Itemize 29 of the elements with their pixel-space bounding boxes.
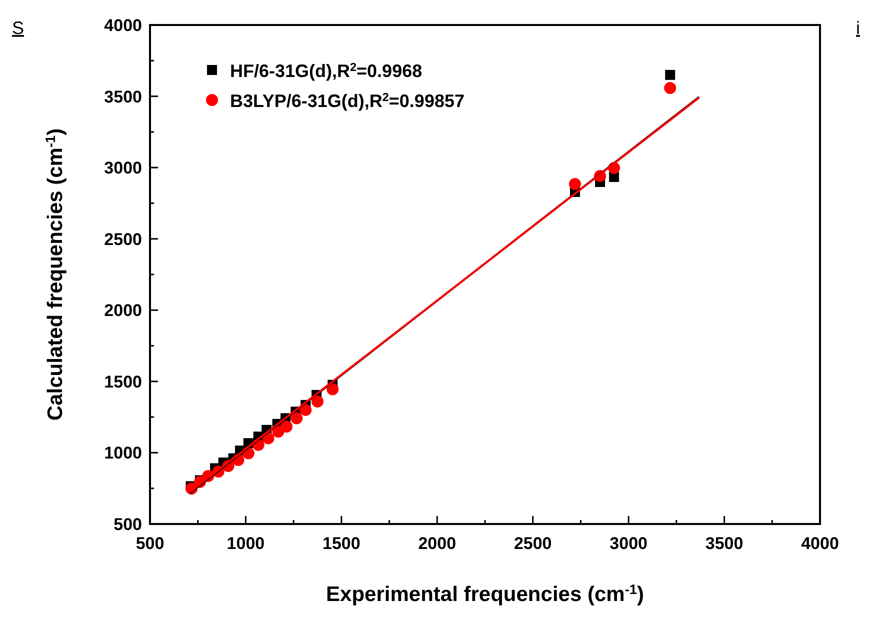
legend-label: HF/6-31G(d),R$^{2}$=0.9968 xyxy=(230,60,422,81)
x-tick-label: 500 xyxy=(136,534,164,553)
point xyxy=(312,396,324,408)
point xyxy=(568,178,581,190)
text: i xyxy=(856,18,860,38)
point xyxy=(280,420,292,433)
y-tick-label: 4000 xyxy=(104,16,142,35)
x-tick-label: 1000 xyxy=(226,534,265,553)
point xyxy=(290,412,303,424)
x-tick-label: 2500 xyxy=(514,534,552,553)
y-tick-label: 3000 xyxy=(104,158,142,178)
legend-label: B3LYP/6-31G(d),R$^{2}$=0.99857 xyxy=(230,90,464,111)
y-tick-label: 1000 xyxy=(104,444,142,463)
text: S xyxy=(12,18,24,38)
y-tick-label: 3500 xyxy=(104,87,142,106)
y-tick-label: 2000 xyxy=(104,301,142,320)
y-tick-label: 2500 xyxy=(104,230,142,249)
point xyxy=(664,82,676,94)
x-tick-label: 3000 xyxy=(610,534,648,553)
x-tick-label: 1500 xyxy=(322,534,360,553)
x-axis-title: Experimental frequencies (cm$^{-1}$) xyxy=(326,582,644,606)
x-tick-label: 3500 xyxy=(705,534,744,553)
point xyxy=(665,70,676,80)
y-tick-label: 1500 xyxy=(104,372,142,392)
x-tick-label: 4000 xyxy=(801,534,839,553)
point xyxy=(326,383,339,396)
point xyxy=(300,404,312,416)
y-tick-label: 500 xyxy=(114,515,142,534)
x-tick-label: 2000 xyxy=(418,534,456,553)
